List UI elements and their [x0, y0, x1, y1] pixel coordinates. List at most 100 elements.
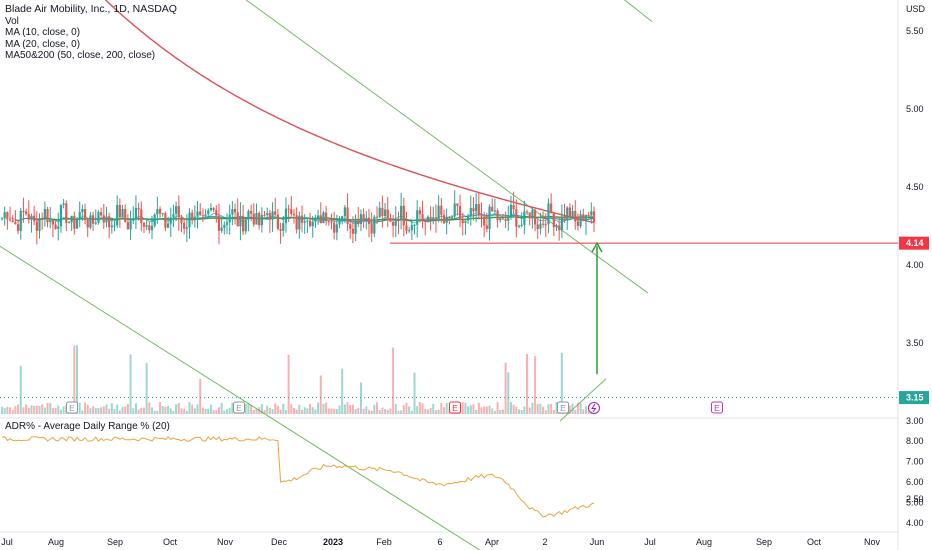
volume-bar — [100, 407, 103, 414]
candle-body — [166, 223, 170, 228]
symbol-title[interactable]: Blade Air Mobility, Inc., 1D, NASDAQ — [5, 3, 177, 15]
candle-body — [536, 224, 539, 229]
volume-bar — [196, 404, 199, 414]
time-axis[interactable]: Jul Aug Sep Oct Nov Dec 2023 Feb 6 Apr 2 Jun Jul Aug S… — [1, 537, 880, 547]
candle-body — [351, 228, 355, 234]
candle-body — [175, 206, 178, 214]
volume-bar — [140, 407, 143, 414]
volume-bar — [461, 402, 464, 414]
volume-bar — [424, 408, 427, 414]
price-axis-tick: 5.50 — [906, 26, 924, 36]
adr-line — [1, 435, 595, 518]
candle-body — [276, 214, 280, 229]
legend-vol[interactable]: Vol — [5, 15, 19, 27]
volume-bar — [73, 345, 76, 414]
candle-body — [282, 223, 285, 231]
candle-body — [383, 209, 387, 216]
target-arrow-head — [591, 241, 603, 253]
candle-body — [27, 213, 30, 220]
volume-bar — [351, 404, 354, 414]
volume-bar — [397, 410, 400, 414]
candle-body — [325, 212, 328, 222]
time-axis-tick: Aug — [48, 537, 64, 547]
candle-body — [533, 210, 537, 225]
legend-ma50-200[interactable]: MA50&200 (50, close, 200, close) — [5, 50, 156, 62]
candle-body — [116, 204, 119, 226]
candle-body — [501, 218, 505, 220]
volume-bar — [145, 362, 148, 414]
candle-body — [437, 205, 440, 220]
candle-body — [73, 215, 76, 229]
candle-body — [156, 208, 159, 215]
candle-body — [370, 224, 373, 234]
volume-bar — [226, 409, 229, 414]
legend-ma10[interactable]: MA (10, close, 0) — [5, 27, 81, 39]
trendline[interactable] — [559, 378, 607, 422]
candle-body — [582, 214, 585, 222]
candle-body — [311, 221, 314, 227]
candle-body — [472, 207, 475, 212]
volume-bar — [373, 404, 376, 414]
candle-body — [389, 218, 392, 222]
volume-bar — [124, 406, 127, 414]
volume-bar — [228, 407, 231, 414]
adr-legend[interactable]: ADR% - Average Daily Range % (20) — [5, 421, 170, 432]
candle-body — [346, 207, 349, 225]
candle-body — [456, 203, 459, 206]
volume-bar — [343, 404, 346, 414]
volume-bar — [370, 410, 373, 414]
candle-body — [416, 210, 419, 225]
candle-body — [480, 215, 483, 217]
trend-channel[interactable] — [0, 0, 653, 550]
volume-bar — [325, 402, 328, 414]
candle-body — [62, 203, 65, 205]
earnings-marker[interactable] — [711, 401, 723, 414]
volume-bar — [94, 407, 97, 414]
volume-bar — [266, 405, 269, 414]
candle-body — [78, 212, 81, 220]
earnings-marker[interactable] — [66, 401, 78, 414]
candle-body — [450, 216, 454, 218]
trendline[interactable] — [0, 245, 510, 550]
earnings-marker[interactable] — [557, 401, 569, 414]
price-axis[interactable]: USD7.006.506.005.505.004.504.003.503.002… — [906, 0, 926, 504]
volume-bar — [496, 402, 499, 414]
candle-body — [381, 207, 384, 216]
candle-body — [142, 223, 146, 227]
trendline[interactable] — [320, 0, 653, 23]
earnings-marker[interactable] — [449, 401, 461, 414]
price-label-resistance[interactable]: 4.14 — [906, 238, 924, 248]
candle-body — [150, 225, 154, 231]
volume-bar — [384, 408, 387, 414]
adr-axis[interactable]: 8.00 7.00 6.00 5.00 4.00 — [906, 436, 924, 528]
volume-bar — [480, 407, 483, 414]
volume-bar — [175, 404, 178, 414]
volume-bar — [333, 408, 336, 414]
volume-bar — [488, 405, 491, 414]
candle-body — [236, 212, 239, 227]
volume-bar — [268, 407, 271, 414]
candle-body — [555, 225, 558, 228]
candle-body — [373, 216, 376, 234]
price-label-last[interactable]: 3.15 — [906, 393, 924, 403]
volume-bar — [284, 410, 287, 414]
volume-bar — [432, 403, 435, 414]
volume-bar — [105, 404, 108, 414]
candle-body — [89, 215, 92, 228]
volume-bar — [555, 402, 558, 414]
candle-body — [239, 215, 242, 227]
candle-body — [263, 215, 266, 217]
candle-body — [491, 206, 494, 212]
legend-ma20[interactable]: MA (20, close, 0) — [5, 38, 81, 50]
volume-bar — [335, 408, 338, 414]
volume-bar — [410, 410, 413, 414]
candle-body — [46, 208, 49, 223]
time-axis-tick: Nov — [864, 537, 881, 547]
volume-bar — [509, 402, 512, 414]
candle-body — [461, 219, 464, 223]
candle-body — [137, 208, 140, 210]
earnings-marker[interactable] — [233, 401, 245, 414]
volume-bar — [485, 406, 488, 414]
price-levels[interactable]: 4.14 3.15 — [0, 236, 929, 405]
